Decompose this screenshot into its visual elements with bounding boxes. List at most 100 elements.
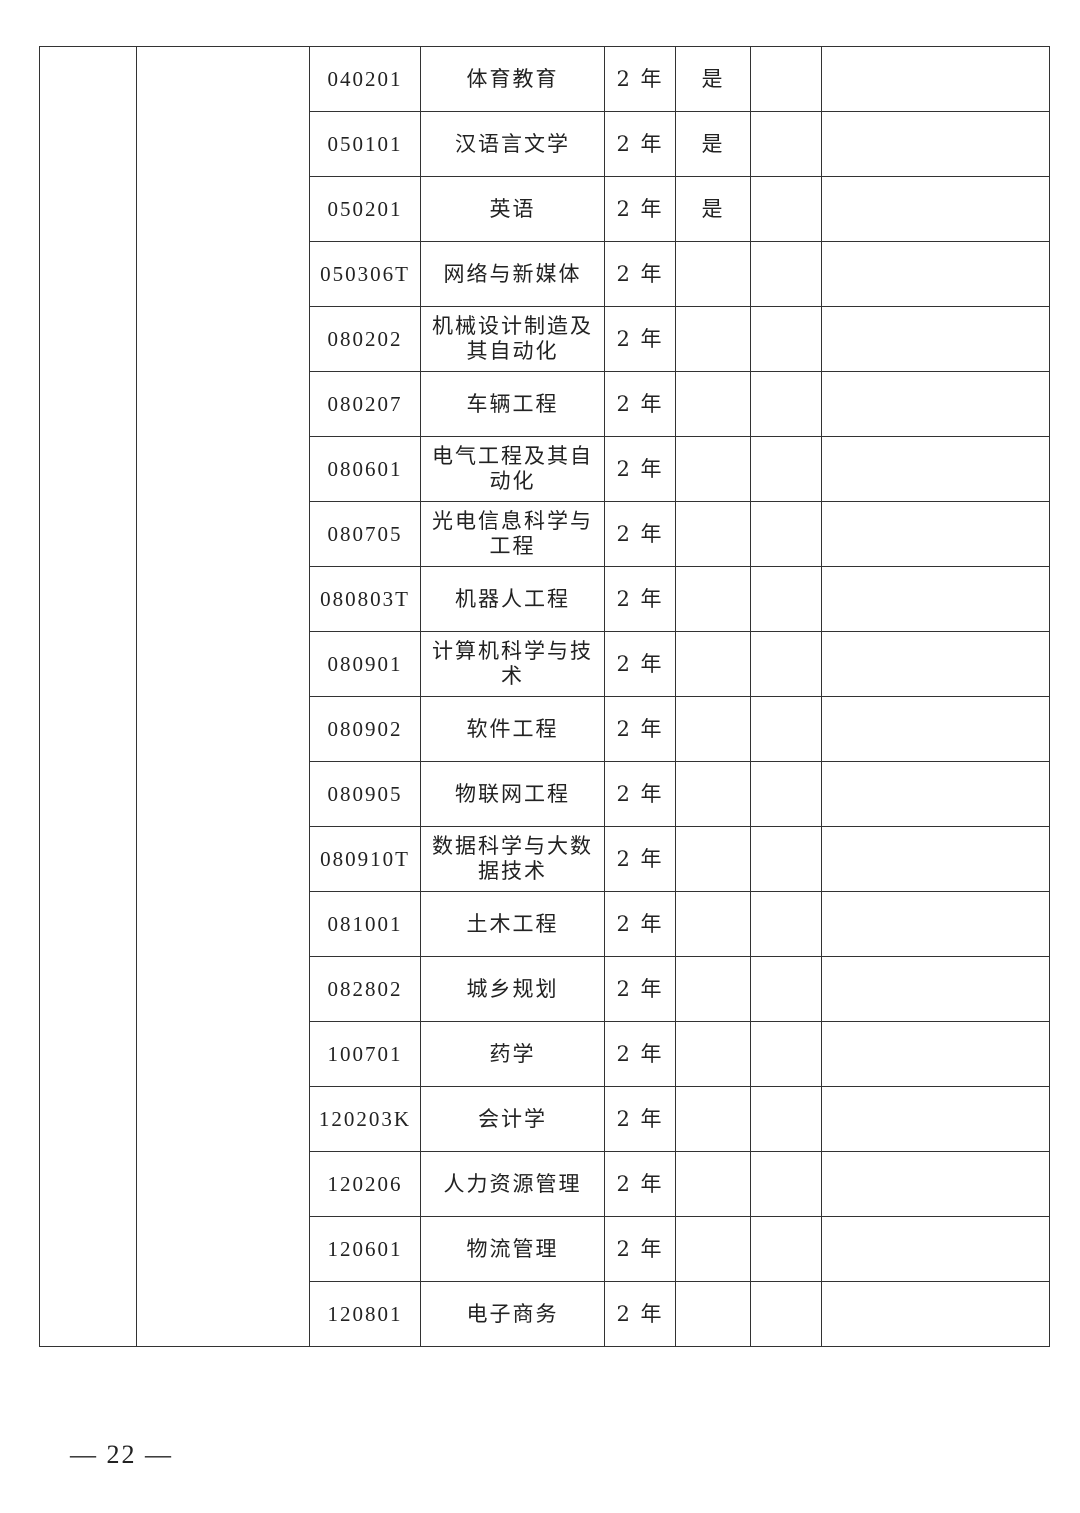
empty-cell xyxy=(821,761,1050,827)
empty-cell xyxy=(821,306,1050,372)
major-code: 050201 xyxy=(309,176,421,242)
empty-cell xyxy=(750,371,822,437)
table-row: 081001 土木工程 2 年 xyxy=(40,891,1050,957)
major-code: 100701 xyxy=(309,1021,421,1087)
merged-cell-1 xyxy=(39,46,137,1347)
duration: 2 年 xyxy=(604,696,676,762)
flag xyxy=(675,1281,751,1347)
empty-cell xyxy=(821,956,1050,1022)
major-name: 数据科学与大数据技术 xyxy=(420,826,605,892)
major-name: 机械设计制造及其自动化 xyxy=(420,306,605,372)
duration: 2 年 xyxy=(604,1216,676,1282)
flag xyxy=(675,1216,751,1282)
flag xyxy=(675,1021,751,1087)
table-row: 080901 计算机科学与技术 2 年 xyxy=(40,631,1050,697)
table-row: 080803T 机器人工程 2 年 xyxy=(40,566,1050,632)
major-name: 土木工程 xyxy=(420,891,605,957)
empty-cell xyxy=(750,176,822,242)
duration: 2 年 xyxy=(604,371,676,437)
duration: 2 年 xyxy=(604,46,676,112)
empty-cell xyxy=(821,501,1050,567)
page-number: — 22 — xyxy=(70,1440,173,1469)
major-code: 082802 xyxy=(309,956,421,1022)
major-name: 汉语言文学 xyxy=(420,111,605,177)
major-code: 080601 xyxy=(309,436,421,502)
empty-cell xyxy=(750,761,822,827)
duration: 2 年 xyxy=(604,1281,676,1347)
empty-cell xyxy=(750,46,822,112)
flag: 是 xyxy=(675,176,751,242)
empty-cell xyxy=(821,566,1050,632)
flag xyxy=(675,371,751,437)
empty-cell xyxy=(821,826,1050,892)
empty-cell xyxy=(821,696,1050,762)
empty-cell xyxy=(750,956,822,1022)
empty-cell xyxy=(821,436,1050,502)
flag xyxy=(675,566,751,632)
major-name: 人力资源管理 xyxy=(420,1151,605,1217)
duration: 2 年 xyxy=(604,891,676,957)
empty-cell xyxy=(821,1151,1050,1217)
flag xyxy=(675,631,751,697)
major-code: 040201 xyxy=(309,46,421,112)
empty-cell xyxy=(821,46,1050,112)
empty-cell xyxy=(821,111,1050,177)
empty-cell xyxy=(821,1281,1050,1347)
major-code: 120601 xyxy=(309,1216,421,1282)
flag: 是 xyxy=(675,46,751,112)
empty-cell xyxy=(750,1151,822,1217)
major-name: 光电信息科学与工程 xyxy=(420,501,605,567)
major-name: 软件工程 xyxy=(420,696,605,762)
flag xyxy=(675,436,751,502)
empty-cell xyxy=(750,111,822,177)
duration: 2 年 xyxy=(604,501,676,567)
empty-cell xyxy=(750,631,822,697)
duration: 2 年 xyxy=(604,241,676,307)
duration: 2 年 xyxy=(604,566,676,632)
table-row: 080905 物联网工程 2 年 xyxy=(40,761,1050,827)
empty-cell xyxy=(821,241,1050,307)
table-row: 082802 城乡规划 2 年 xyxy=(40,956,1050,1022)
major-name: 英语 xyxy=(420,176,605,242)
flag xyxy=(675,241,751,307)
table-row: 080202 机械设计制造及其自动化 2 年 xyxy=(40,306,1050,372)
flag xyxy=(675,306,751,372)
major-name: 物流管理 xyxy=(420,1216,605,1282)
duration: 2 年 xyxy=(604,1086,676,1152)
duration: 2 年 xyxy=(604,761,676,827)
duration: 2 年 xyxy=(604,306,676,372)
flag: 是 xyxy=(675,111,751,177)
empty-cell xyxy=(750,501,822,567)
empty-cell xyxy=(821,1216,1050,1282)
major-code: 120801 xyxy=(309,1281,421,1347)
table-row: 080601 电气工程及其自动化 2 年 xyxy=(40,436,1050,502)
table-row: 100701 药学 2 年 xyxy=(40,1021,1050,1087)
major-name: 网络与新媒体 xyxy=(420,241,605,307)
flag xyxy=(675,761,751,827)
major-name: 电子商务 xyxy=(420,1281,605,1347)
empty-cell xyxy=(750,436,822,502)
major-code: 120206 xyxy=(309,1151,421,1217)
major-name: 计算机科学与技术 xyxy=(420,631,605,697)
duration: 2 年 xyxy=(604,956,676,1022)
major-code: 120203K xyxy=(309,1086,421,1152)
empty-cell xyxy=(750,241,822,307)
empty-cell xyxy=(821,1021,1050,1087)
empty-cell xyxy=(750,1021,822,1087)
major-code: 080803T xyxy=(309,566,421,632)
duration: 2 年 xyxy=(604,631,676,697)
major-code: 080905 xyxy=(309,761,421,827)
major-code: 081001 xyxy=(309,891,421,957)
major-name: 物联网工程 xyxy=(420,761,605,827)
empty-cell xyxy=(750,891,822,957)
table-row: 080910T 数据科学与大数据技术 2 年 xyxy=(40,826,1050,892)
empty-cell xyxy=(750,566,822,632)
major-code: 080207 xyxy=(309,371,421,437)
major-name: 体育教育 xyxy=(420,46,605,112)
duration: 2 年 xyxy=(604,176,676,242)
empty-cell xyxy=(821,891,1050,957)
flag xyxy=(675,891,751,957)
major-code: 080910T xyxy=(309,826,421,892)
empty-cell xyxy=(821,631,1050,697)
empty-cell xyxy=(750,1086,822,1152)
